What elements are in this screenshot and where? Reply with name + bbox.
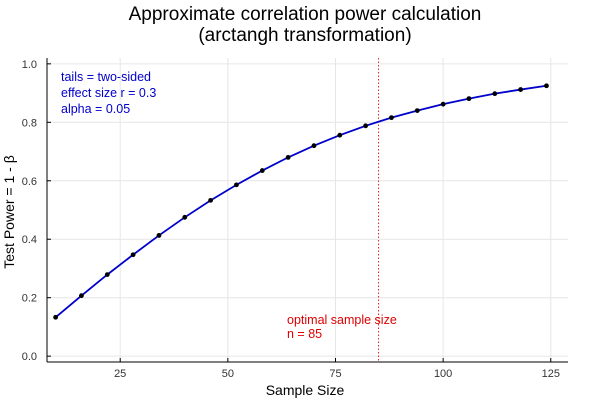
- optimal-annotation: optimal sample size n = 85: [287, 313, 397, 341]
- y-axis-label: Test Power = 1 - β: [1, 155, 17, 268]
- data-point: [79, 293, 84, 299]
- data-point: [259, 168, 265, 173]
- power-curve-line: [55, 84, 547, 318]
- y-tick-label: 0.8: [22, 117, 37, 129]
- data-point: [104, 272, 110, 277]
- x-tick-label: 25: [114, 368, 126, 380]
- y-tick-label: 0.6: [22, 176, 37, 188]
- data-point: [363, 123, 369, 129]
- x-axis-label: Sample Size: [266, 382, 345, 398]
- data-point: [544, 83, 549, 89]
- data-point: [208, 197, 214, 203]
- params-annotation: tails = two-sided effect size r = 0.3 al…: [61, 70, 156, 116]
- data-point: [285, 154, 291, 160]
- tick-labels: 25 50 75 100 125 0.0 0.2 0.4 0.6 0.8 1.0: [22, 59, 560, 380]
- optimal-label: optimal sample size: [287, 313, 397, 327]
- data-series-group: [53, 83, 549, 320]
- chart-subtitle: (arctangh transformation): [198, 25, 411, 46]
- x-tick-label: 100: [434, 368, 452, 380]
- y-tick-label: 1.0: [22, 59, 37, 71]
- data-point: [518, 87, 524, 92]
- data-point: [492, 91, 498, 97]
- x-tick-label: 125: [542, 368, 560, 380]
- data-point: [311, 143, 317, 149]
- data-point: [182, 214, 188, 220]
- param-alpha: alpha = 0.05: [61, 102, 130, 116]
- data-point: [53, 314, 59, 320]
- y-tick-label: 0.4: [22, 234, 37, 246]
- y-tick-label: 0.0: [22, 351, 37, 363]
- optimal-n: n = 85: [287, 327, 322, 341]
- data-point: [130, 252, 136, 258]
- x-tick-label: 75: [329, 368, 341, 380]
- data-point: [389, 115, 394, 121]
- data-point: [414, 108, 420, 114]
- data-point: [234, 182, 239, 188]
- param-effect-size: effect size r = 0.3: [61, 86, 156, 100]
- data-point: [440, 101, 446, 107]
- data-point: [156, 233, 162, 238]
- data-point: [337, 132, 343, 138]
- grid-lines: [47, 58, 568, 362]
- param-tails: tails = two-sided: [61, 70, 151, 84]
- axes: [46, 58, 568, 363]
- y-tick-label: 0.2: [22, 293, 37, 305]
- chart-title: Approximate correlation power calculatio…: [129, 4, 482, 25]
- x-tick-label: 50: [222, 368, 234, 380]
- data-point: [466, 96, 472, 102]
